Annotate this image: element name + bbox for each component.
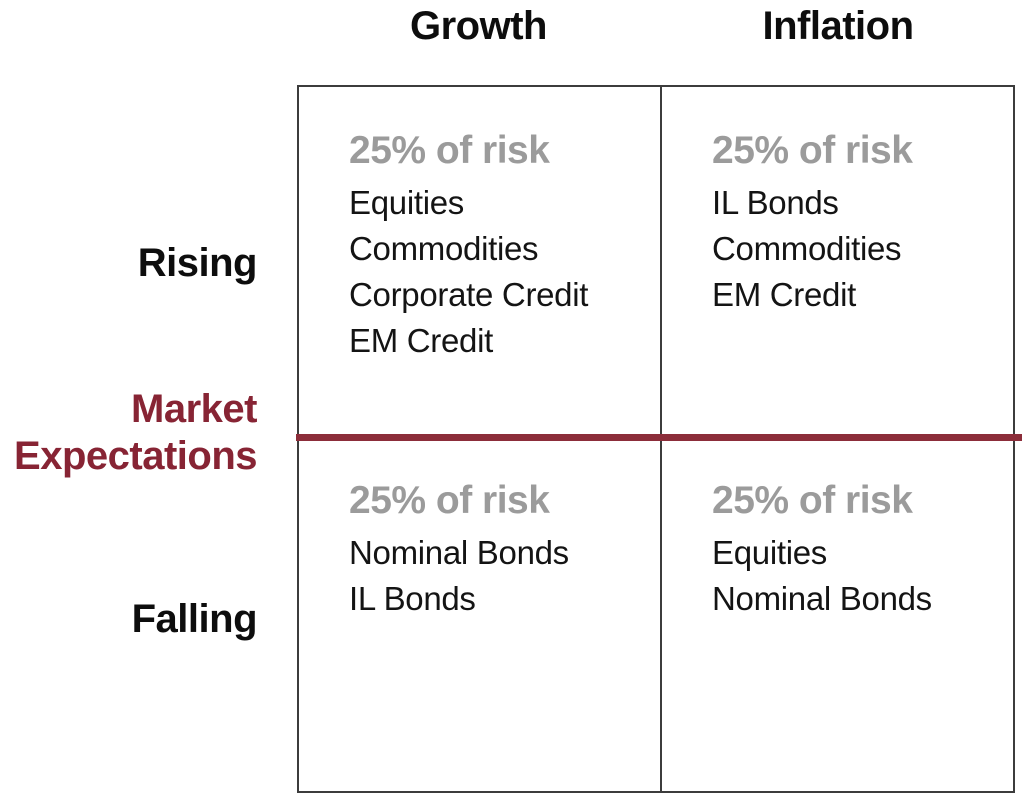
risk-share-label: 25% of risk bbox=[349, 479, 550, 522]
quadrant-falling-growth: 25% of risk Nominal Bonds IL Bonds bbox=[299, 437, 660, 791]
asset-item: EM Credit bbox=[712, 276, 856, 313]
column-header-inflation: Inflation bbox=[762, 4, 914, 48]
asset-item: Commodities bbox=[712, 230, 902, 267]
asset-item: Nominal Bonds bbox=[349, 534, 569, 571]
asset-list-rising-inflation: IL Bonds Commodities EM Credit bbox=[712, 180, 1001, 318]
risk-share-label: 25% of risk bbox=[349, 129, 550, 172]
asset-item: Corporate Credit bbox=[349, 276, 589, 313]
asset-item: IL Bonds bbox=[349, 580, 476, 617]
risk-share-label: 25% of risk bbox=[712, 129, 913, 172]
row-label-rising: Rising bbox=[137, 241, 258, 285]
column-header-growth: Growth bbox=[410, 4, 547, 48]
asset-item: Equities bbox=[712, 534, 828, 571]
asset-list-falling-growth: Nominal Bonds IL Bonds bbox=[349, 530, 648, 622]
asset-item: Nominal Bonds bbox=[712, 580, 932, 617]
asset-item: EM Credit bbox=[349, 322, 493, 359]
axis-label-line1: Market bbox=[131, 387, 257, 431]
asset-item: Commodities bbox=[349, 230, 539, 267]
asset-item: IL Bonds bbox=[712, 184, 839, 221]
row-label-falling: Falling bbox=[131, 597, 258, 641]
asset-list-rising-growth: Equities Commodities Corporate Credit EM Cr… bbox=[349, 180, 648, 364]
asset-item: Equities bbox=[349, 184, 465, 221]
risk-share-label: 25% of risk bbox=[712, 479, 913, 522]
quadrant-rising-inflation: 25% of risk IL Bonds Commodities EM Credit bbox=[660, 87, 1013, 437]
axis-label-line2: Expectations bbox=[14, 434, 257, 478]
quadrant-rising-growth: 25% of risk Equities Commodities Corporate… bbox=[299, 87, 660, 437]
asset-list-falling-inflation: Equities Nominal Bonds bbox=[712, 530, 1001, 622]
market-expectations-divider-line bbox=[296, 434, 1022, 441]
quadrant-falling-inflation: 25% of risk Equities Nominal Bonds bbox=[660, 437, 1013, 791]
axis-label-market-expectations: Market Expectations bbox=[0, 386, 257, 480]
